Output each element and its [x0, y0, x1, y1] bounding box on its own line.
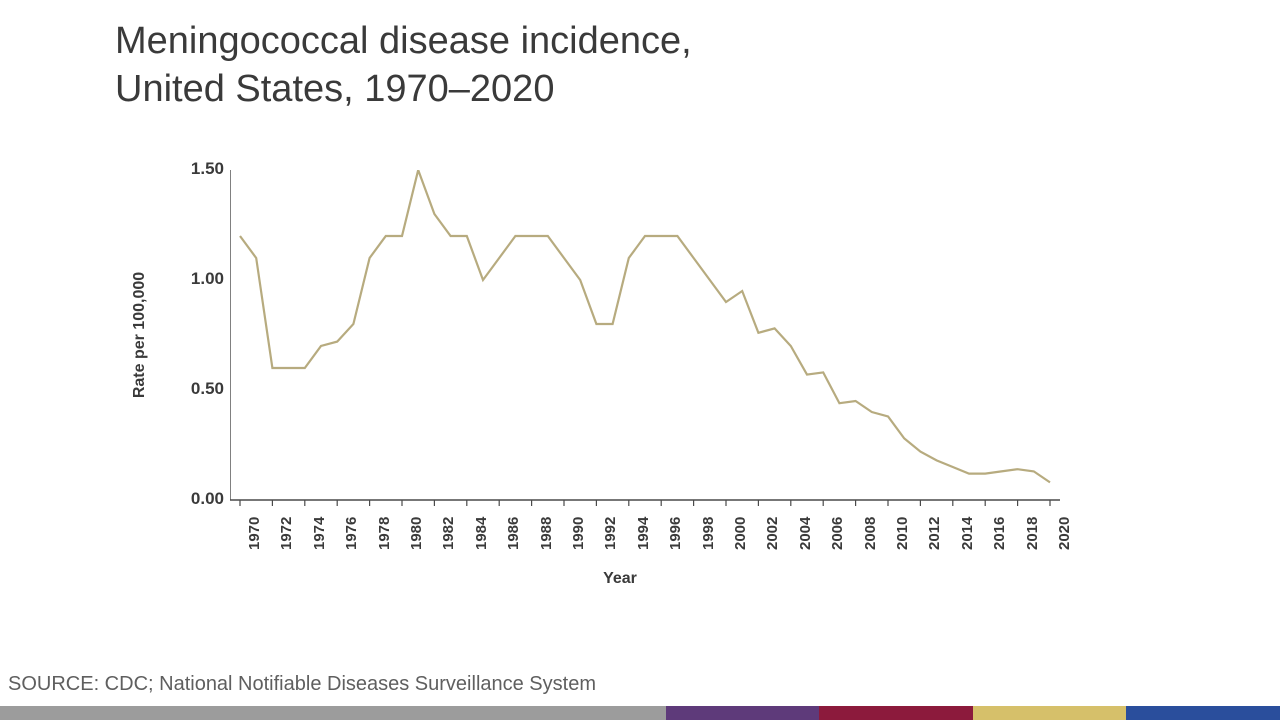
chart-container: Rate per 100,000 0.000.501.001.50 197019…: [170, 170, 1070, 600]
footer-segment: [1126, 706, 1280, 720]
y-tick-label: 0.00: [174, 489, 224, 509]
x-tick-label: 2020: [1056, 517, 1073, 550]
x-tick-label: 1978: [376, 517, 393, 550]
y-axis-label: Rate per 100,000: [131, 272, 149, 398]
source-citation: SOURCE: CDC; National Notifiable Disease…: [8, 673, 596, 696]
x-tick-label: 2018: [1024, 517, 1041, 550]
footer-segment: [819, 706, 973, 720]
footer-segment: [0, 706, 666, 720]
x-tick-label: 2000: [732, 517, 749, 550]
x-tick-label: 1998: [700, 517, 717, 550]
x-tick-label: 1986: [505, 517, 522, 550]
x-tick-label: 2010: [894, 517, 911, 550]
title-line-2: United States, 1970–2020: [115, 68, 554, 110]
x-tick-label: 1972: [278, 517, 295, 550]
x-tick-label: 1994: [635, 517, 652, 550]
x-tick-label: 2012: [926, 517, 943, 550]
x-tick-label: 2002: [764, 517, 781, 550]
x-tick-label: 1990: [570, 517, 587, 550]
chart-title: Meningococcal disease incidence, United …: [115, 18, 692, 113]
title-line-1: Meningococcal disease incidence,: [115, 20, 692, 62]
x-tick-label: 1988: [538, 517, 555, 550]
y-tick-label: 0.50: [174, 379, 224, 399]
y-tick-label: 1.50: [174, 159, 224, 179]
footer-segment: [973, 706, 1127, 720]
x-tick-label: 1980: [408, 517, 425, 550]
x-tick-label: 2016: [991, 517, 1008, 550]
x-tick-label: 1992: [602, 517, 619, 550]
x-tick-label: 2006: [829, 517, 846, 550]
x-tick-label: 1984: [473, 517, 490, 550]
x-axis-label: Year: [603, 570, 637, 610]
x-tick-label: 2004: [797, 517, 814, 550]
x-tick-label: 2014: [959, 517, 976, 550]
x-tick-label: 2008: [862, 517, 879, 550]
x-tick-label: 1982: [440, 517, 457, 550]
line-chart: [230, 170, 1060, 510]
x-tick-label: 1976: [343, 517, 360, 550]
footer-segment: [666, 706, 820, 720]
y-tick-label: 1.00: [174, 269, 224, 289]
x-tick-label: 1996: [667, 517, 684, 550]
x-tick-label: 1970: [246, 517, 263, 550]
x-tick-label: 1974: [311, 517, 328, 550]
footer-color-bar: [0, 706, 1280, 720]
